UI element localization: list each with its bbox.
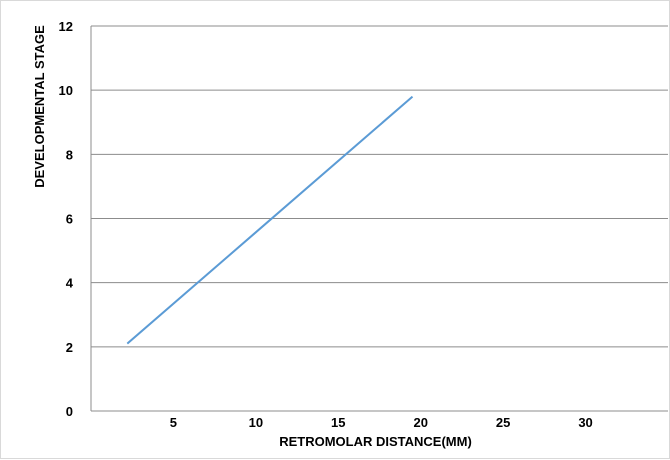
x-tick-label: 25 <box>496 415 510 430</box>
y-tick-label: 8 <box>66 147 73 162</box>
x-tick-label: 20 <box>413 415 427 430</box>
x-axis-title: RETROMOLAR DISTANCE(MM) <box>279 434 472 449</box>
x-tick-label: 30 <box>578 415 592 430</box>
y-tick-label: 2 <box>66 340 73 355</box>
series-line <box>126 95 414 345</box>
y-tick-label: 0 <box>66 404 73 419</box>
y-tick-label: 4 <box>66 276 74 291</box>
y-tick-label: 12 <box>59 19 73 34</box>
y-tick-label: 6 <box>66 212 73 227</box>
axes <box>90 26 668 412</box>
tick-labels: 0 2 4 6 8 10 12 5 10 15 20 25 30 <box>59 19 593 430</box>
x-tick-label: 5 <box>170 415 177 430</box>
y-tick-label: 10 <box>59 83 73 98</box>
gridlines <box>91 25 668 348</box>
series <box>126 95 414 345</box>
x-tick-label: 15 <box>331 415 345 430</box>
y-axis-title: DEVELOPMENTAL STAGE <box>32 25 47 188</box>
x-tick-label: 10 <box>249 415 263 430</box>
